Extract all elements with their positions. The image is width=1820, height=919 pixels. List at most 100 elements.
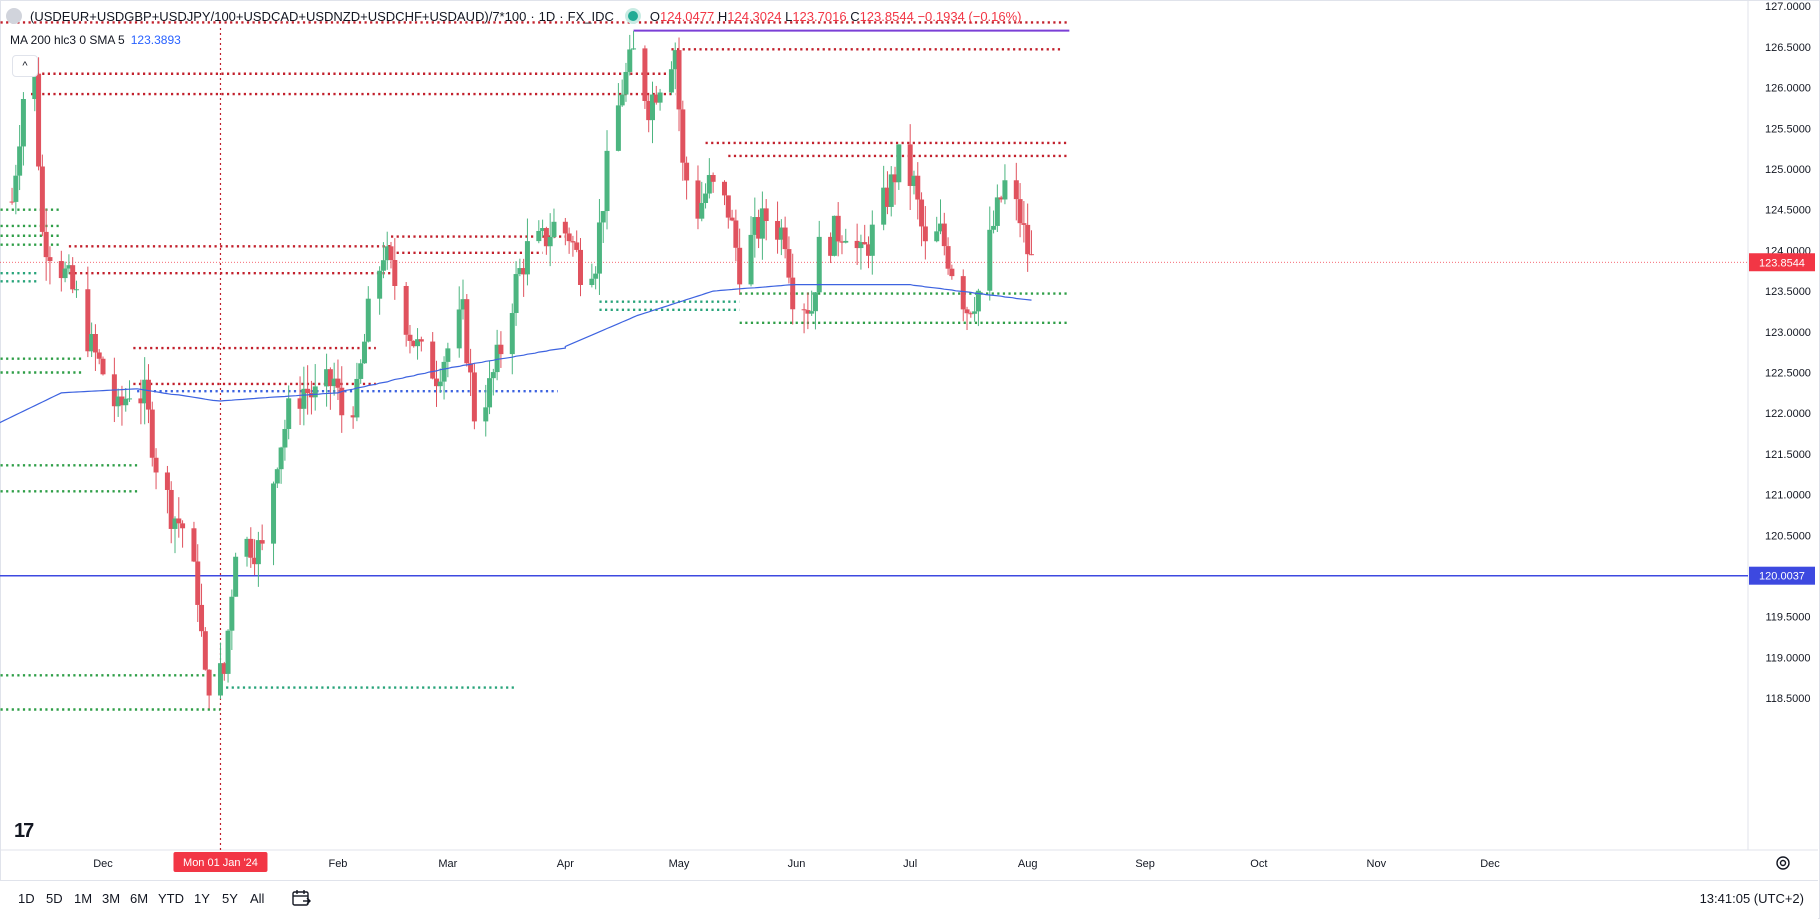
price-tick-label: 123.0000 — [1765, 327, 1811, 339]
indicator-label[interactable]: MA 200 hlc3 0 SMA 5 — [10, 33, 125, 47]
level-price-tag: 120.0037 — [1759, 571, 1805, 583]
candle-body — [164, 472, 170, 490]
candle-body — [255, 540, 261, 565]
candle-body — [710, 175, 716, 182]
candle-body — [968, 313, 974, 315]
price-tick-label: 125.5000 — [1765, 123, 1811, 135]
change-value: −0.1934 (−0.16%) — [917, 8, 1022, 24]
candle-body — [339, 387, 345, 416]
candle-body — [335, 378, 341, 388]
candle-body — [642, 48, 648, 101]
candle-body — [149, 409, 155, 458]
candle-body — [271, 483, 277, 544]
price-tick-label: 122.0000 — [1765, 408, 1811, 420]
tradingview-logo[interactable]: 17 — [14, 820, 34, 842]
candle-body — [308, 393, 314, 398]
price-axis[interactable]: 118.5000119.0000119.5000120.0000120.5000… — [1765, 1, 1811, 705]
range-button-1d[interactable]: 1D — [18, 891, 35, 906]
drawn-levels[interactable] — [0, 21, 1748, 850]
candle-body — [775, 220, 781, 240]
candle-body — [540, 228, 546, 231]
candle-body — [62, 268, 68, 279]
candle-body — [631, 48, 637, 50]
candle-body — [577, 249, 583, 285]
candle-body — [490, 372, 496, 379]
candle-body — [13, 175, 19, 202]
candle-body — [782, 227, 788, 250]
level-price-tag-bg — [1749, 566, 1815, 585]
candle-body — [384, 246, 390, 261]
candle-body — [649, 94, 655, 121]
candle-body — [168, 489, 174, 529]
chevron-up-icon: ^ — [22, 60, 28, 72]
candle-body — [1021, 223, 1027, 225]
candle-body — [763, 208, 769, 221]
candle-body — [441, 361, 447, 382]
ma-200-line — [0, 284, 1032, 431]
candle-body — [418, 339, 424, 342]
candle-body — [73, 289, 79, 291]
candle-body — [483, 407, 489, 422]
gear-icon[interactable] — [1774, 854, 1792, 872]
candle-body — [600, 211, 606, 223]
candle-body — [737, 247, 743, 285]
range-button-all[interactable]: All — [250, 891, 265, 906]
candle-body — [127, 398, 133, 400]
collapse-legend-button[interactable]: ^ — [12, 55, 38, 77]
crosshair-date-tag — [173, 852, 268, 872]
candle-body — [437, 381, 443, 387]
candle-body — [312, 386, 318, 398]
candle-body — [866, 244, 872, 256]
candle-body — [752, 217, 758, 235]
indicator-legend[interactable]: MA 200 hlc3 0 SMA 5 123.3893 — [10, 33, 181, 47]
last-price-tag-bg — [1749, 253, 1815, 272]
price-tags: 123.8544 120.0037 — [1749, 253, 1815, 585]
candle-body — [217, 663, 223, 696]
range-button-5y[interactable]: 5Y — [222, 891, 238, 906]
candle-body — [17, 146, 23, 176]
clock[interactable]: 13:41:05 (UTC+2) — [1699, 891, 1804, 906]
candle-body — [138, 398, 144, 404]
market-status-icon[interactable] — [627, 11, 638, 21]
candle-body — [32, 73, 38, 100]
time-axis[interactable]: Dec Mon 01 Jan '24 Feb Mar Apr May Jun Jul Aug Se… — [93, 852, 1500, 872]
candle-body — [221, 663, 227, 674]
source-label: FX_IDC — [567, 8, 614, 24]
candle-body — [998, 197, 1004, 200]
candle-body — [66, 265, 72, 269]
interval-label[interactable]: 1D — [538, 8, 556, 24]
candle-body — [327, 369, 333, 387]
price-tick-label: 126.0000 — [1765, 83, 1811, 95]
candle-body — [536, 230, 542, 242]
candle-body — [191, 528, 197, 562]
calendar-icon[interactable] — [290, 887, 312, 909]
candle-body — [596, 222, 602, 274]
range-button-6m[interactable]: 6M — [130, 891, 149, 906]
range-button-1m[interactable]: 1M — [74, 891, 93, 906]
symbol-name[interactable]: (USDEUR+USDGBP+USDJPY/100+USDCAD+USDNZD+… — [30, 8, 527, 24]
range-button-5d[interactable]: 5D — [46, 891, 63, 906]
range-button-3m[interactable]: 3M — [102, 891, 121, 906]
candle-body — [225, 630, 231, 674]
price-tick-label: 119.0000 — [1765, 652, 1810, 664]
range-button-ytd[interactable]: YTD — [158, 891, 184, 906]
time-tick-label: Aug — [1018, 858, 1038, 870]
candle-body — [869, 224, 875, 256]
candle-body — [229, 596, 235, 631]
candle-body — [456, 309, 462, 349]
candle-body — [543, 228, 549, 247]
candle-body — [415, 339, 421, 347]
candle-body — [411, 340, 417, 347]
candle-body — [934, 231, 940, 242]
range-button-1y[interactable]: 1Y — [194, 891, 210, 906]
price-tick-label: 121.5000 — [1765, 449, 1811, 461]
candle-body — [915, 175, 921, 200]
symbol-legend[interactable]: (USDEUR+USDGBP+USDJPY/100+USDCAD+USDNZD+… — [6, 8, 1022, 24]
candle-body — [521, 268, 527, 275]
candle-body — [494, 344, 500, 373]
candle-body — [593, 273, 599, 279]
candle-body — [759, 208, 765, 239]
candle-body — [176, 518, 182, 524]
candle-body — [361, 341, 367, 364]
